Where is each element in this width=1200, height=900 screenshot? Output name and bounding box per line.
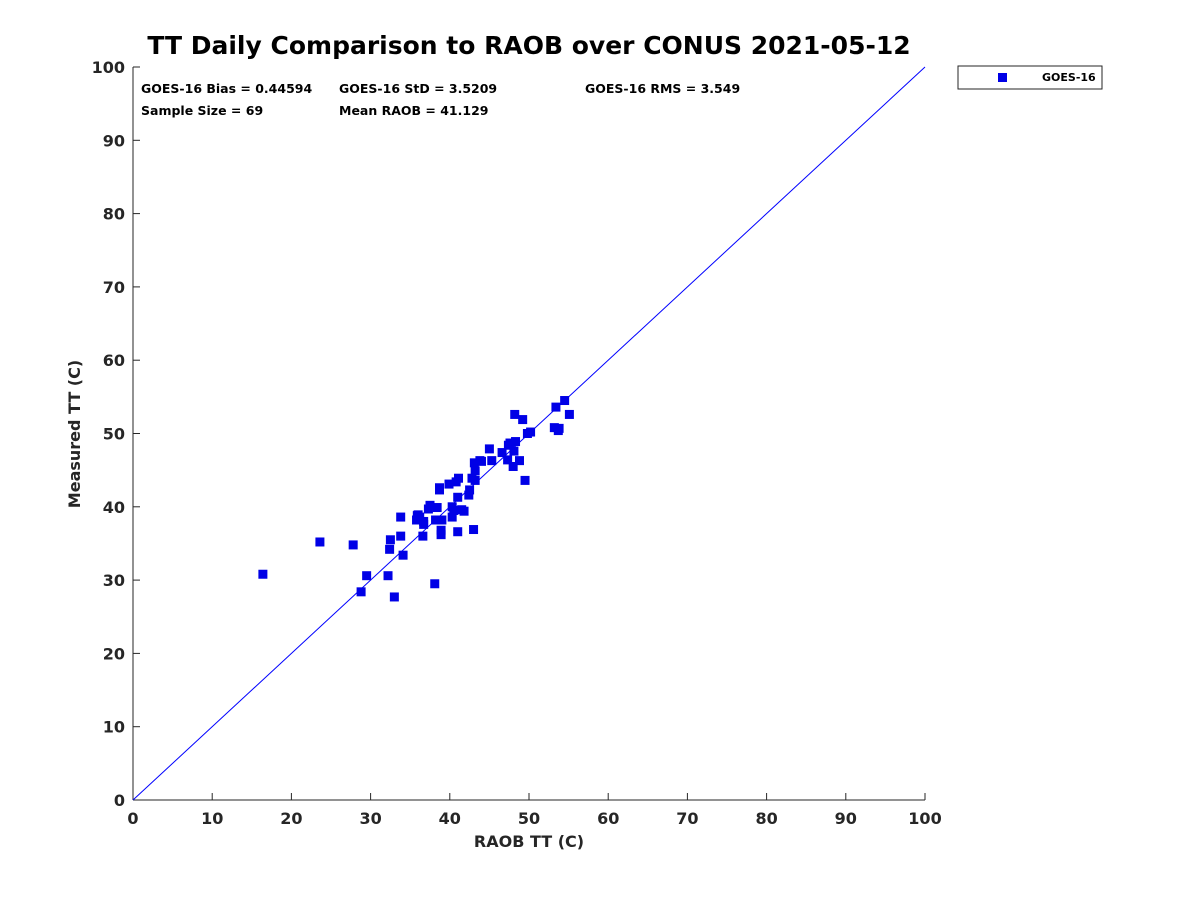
y-ticks: 0 10 20 30 40 50 60 70 80 90 100: [92, 58, 140, 810]
x-tick-label: 40: [439, 809, 461, 828]
data-point: [564, 409, 574, 419]
legend: GOES-16: [957, 65, 1103, 90]
x-tick-label: 70: [676, 809, 698, 828]
data-point: [484, 444, 494, 454]
data-point: [464, 490, 474, 500]
data-point: [503, 455, 513, 465]
data-point: [425, 500, 435, 510]
data-point: [389, 592, 399, 602]
data-point: [398, 550, 408, 560]
x-tick-label: 10: [201, 809, 223, 828]
data-point: [315, 537, 325, 547]
data-point: [385, 535, 395, 545]
y-tick-label: 10: [103, 718, 125, 737]
chart-title: TT Daily Comparison to RAOB over CONUS 2…: [147, 31, 910, 60]
data-point: [348, 540, 358, 550]
data-point: [453, 492, 463, 502]
legend-entry-goes16: GOES-16: [1042, 71, 1096, 84]
y-tick-label: 60: [103, 351, 125, 370]
legend-marker-square-icon: [998, 73, 1007, 82]
data-point: [511, 437, 521, 447]
data-point: [470, 466, 480, 476]
x-tick-label: 60: [597, 809, 619, 828]
scatter-points: [258, 396, 574, 602]
stat-std: GOES-16 StD = 3.5209: [339, 81, 497, 96]
data-point: [385, 544, 395, 554]
data-point: [258, 569, 268, 579]
data-point: [518, 415, 528, 425]
data-point: [447, 512, 457, 522]
y-tick-label: 70: [103, 278, 125, 297]
data-point: [476, 456, 486, 466]
data-point: [356, 587, 366, 597]
data-point: [510, 409, 520, 419]
stat-mean-raob: Mean RAOB = 41.129: [339, 103, 488, 118]
data-point: [432, 503, 442, 513]
data-point: [383, 571, 393, 581]
data-point: [444, 479, 454, 489]
x-tick-label: 80: [755, 809, 777, 828]
data-point: [514, 456, 524, 466]
data-point: [469, 525, 479, 535]
legend-box: [957, 65, 1103, 90]
data-point: [396, 531, 406, 541]
y-tick-label: 90: [103, 131, 125, 150]
data-point: [509, 446, 519, 456]
x-tick-label: 30: [359, 809, 381, 828]
x-axis-label: RAOB TT (C): [474, 832, 584, 851]
data-point: [526, 427, 536, 437]
x-tick-label: 50: [518, 809, 540, 828]
y-tick-label: 0: [114, 791, 125, 810]
data-point: [560, 396, 570, 406]
data-point: [418, 531, 428, 541]
y-tick-label: 50: [103, 425, 125, 444]
data-point: [551, 402, 561, 412]
data-point: [469, 458, 479, 468]
data-point: [520, 475, 530, 485]
data-point: [437, 515, 447, 525]
stat-bias: GOES-16 Bias = 0.44594: [141, 81, 312, 96]
data-point: [453, 527, 463, 537]
data-point: [459, 506, 469, 516]
y-tick-label: 100: [92, 58, 125, 77]
stat-rms: GOES-16 RMS = 3.549: [585, 81, 740, 96]
x-tick-label: 0: [127, 809, 138, 828]
data-point: [413, 510, 423, 520]
y-axis-label: Measured TT (C): [65, 360, 84, 508]
data-point: [436, 525, 446, 535]
data-point: [505, 438, 515, 448]
y-tick-label: 40: [103, 498, 125, 517]
data-point: [419, 519, 429, 529]
y-tick-label: 80: [103, 205, 125, 224]
data-point: [487, 456, 497, 466]
data-point: [431, 515, 441, 525]
data-point: [449, 505, 459, 515]
data-point: [430, 579, 440, 589]
y-tick-label: 30: [103, 571, 125, 590]
x-tick-label: 20: [280, 809, 302, 828]
x-tick-label: 100: [908, 809, 941, 828]
x-tick-label: 90: [835, 809, 857, 828]
data-point: [470, 475, 480, 485]
data-point: [396, 512, 406, 522]
data-point: [454, 473, 464, 483]
data-point: [497, 448, 507, 458]
data-point: [508, 461, 518, 471]
data-point: [362, 571, 372, 581]
y-tick-label: 20: [103, 644, 125, 663]
stat-sample-size: Sample Size = 69: [141, 103, 263, 118]
x-ticks: 0 10 20 30 40 50 60 70 80 90 100: [127, 793, 942, 828]
data-point: [554, 423, 564, 433]
data-point: [465, 485, 475, 495]
data-point: [435, 483, 445, 493]
